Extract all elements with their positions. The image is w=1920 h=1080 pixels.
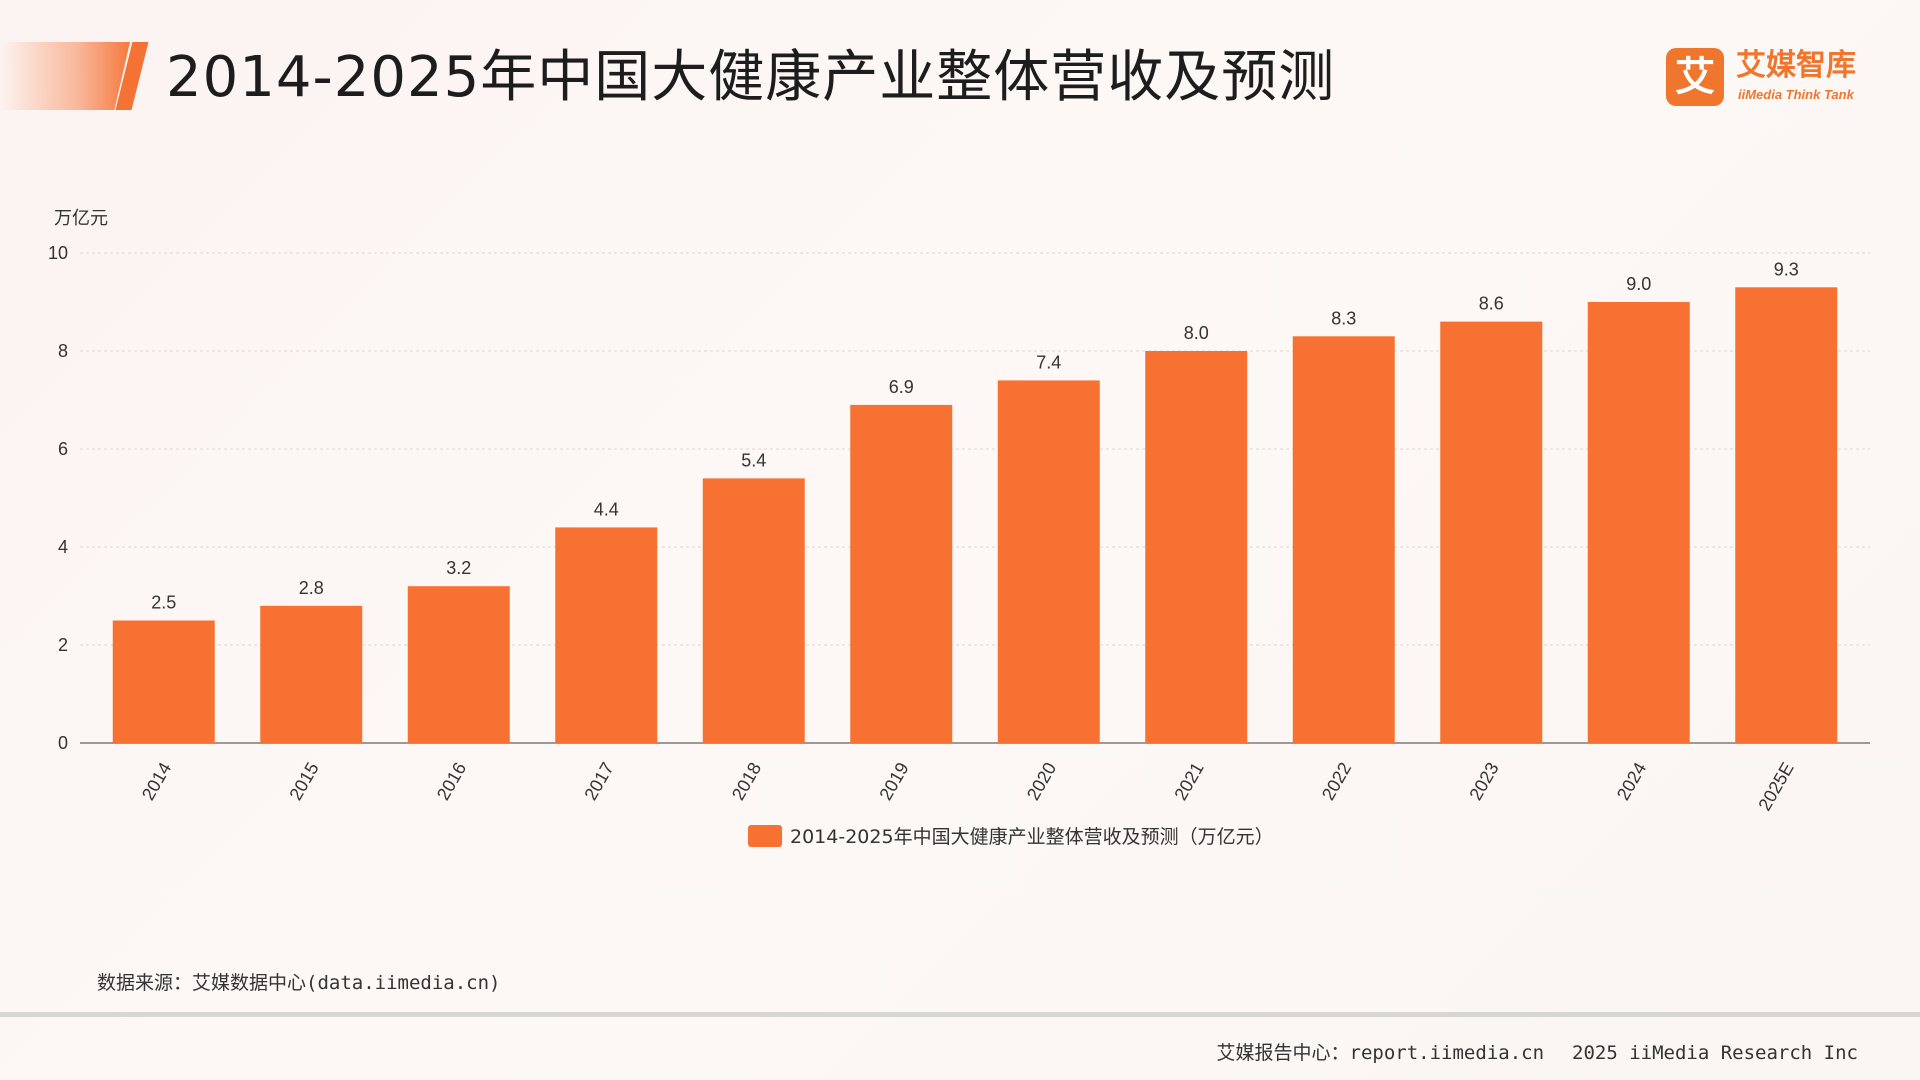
bar (850, 404, 953, 743)
x-tick-label: 2015 (285, 759, 322, 804)
data-label: 5.4 (741, 450, 766, 470)
data-label: 3.2 (446, 558, 471, 578)
legend-label: 2014-2025年中国大健康产业整体营收及预测（万亿元） (790, 826, 1274, 848)
x-tick-label: 2014 (138, 759, 175, 804)
data-label: 8.6 (1479, 294, 1504, 314)
footer-divider (0, 1012, 1920, 1017)
bar (1735, 287, 1838, 743)
legend-swatch (748, 825, 782, 847)
bar (112, 620, 215, 743)
data-label: 8.0 (1184, 323, 1209, 343)
bar (407, 586, 510, 743)
bar (555, 527, 658, 743)
y-axis-unit-label: 万亿元 (54, 208, 108, 229)
title-accent-bar (0, 42, 130, 110)
bar (1440, 321, 1543, 743)
x-tick-label: 2022 (1318, 759, 1355, 804)
bar (1292, 336, 1395, 743)
y-tick-label: 8 (58, 341, 68, 361)
y-tick-label: 2 (58, 635, 68, 655)
x-tick-label: 2024 (1613, 759, 1650, 804)
data-label: 8.3 (1331, 308, 1356, 328)
x-tick-label: 2021 (1170, 759, 1207, 804)
x-tick-label: 2023 (1465, 759, 1502, 804)
x-tick-label: 2018 (728, 759, 765, 804)
footer-copyright: 2025 iiMedia Research Inc (1572, 1042, 1858, 1064)
brand-logo: 艾 艾媒智库 iiMedia Think Tank (1666, 48, 1866, 108)
y-tick-label: 10 (48, 243, 68, 263)
x-tick-label: 2019 (875, 759, 912, 804)
data-label: 9.0 (1626, 274, 1651, 294)
data-label: 2.8 (299, 578, 324, 598)
bar-chart: 万亿元 0 2 4 6 8 10 2.5 2014 2.8 2015 3.2 2016 4.4 2017 5.… (48, 208, 1870, 848)
y-tick-label: 4 (58, 537, 68, 557)
logo-subtitle: iiMedia Think Tank (1738, 87, 1854, 102)
bar (997, 380, 1100, 743)
bar (1145, 351, 1248, 743)
data-label: 2.5 (151, 593, 176, 613)
data-label: 4.4 (594, 499, 619, 519)
x-tick-label: 2025E (1754, 759, 1797, 814)
logo-icon: 艾 (1666, 48, 1724, 106)
x-tick-label: 2017 (580, 759, 617, 804)
page-title: 2014-2025年中国大健康产业整体营收及预测 (166, 45, 1336, 110)
bar (702, 478, 805, 743)
footer-report-link: 艾媒报告中心：report.iimedia.cn (1216, 1042, 1545, 1064)
y-tick-label: 0 (58, 733, 68, 753)
logo-name: 艾媒智库 (1736, 48, 1856, 83)
x-tick-label: 2020 (1023, 759, 1060, 804)
data-source-note: 数据来源：艾媒数据中心(data.iimedia.cn) (97, 972, 501, 994)
data-label: 9.3 (1774, 259, 1799, 279)
data-label: 6.9 (889, 377, 914, 397)
bar (1587, 302, 1690, 743)
y-tick-label: 6 (58, 439, 68, 459)
footer-bar: 艾媒报告中心：report.iimedia.cn 2025 iiMedia Res… (1189, 1038, 1858, 1065)
bar (260, 605, 363, 743)
x-tick-label: 2016 (433, 759, 470, 804)
data-label: 7.4 (1036, 352, 1061, 372)
